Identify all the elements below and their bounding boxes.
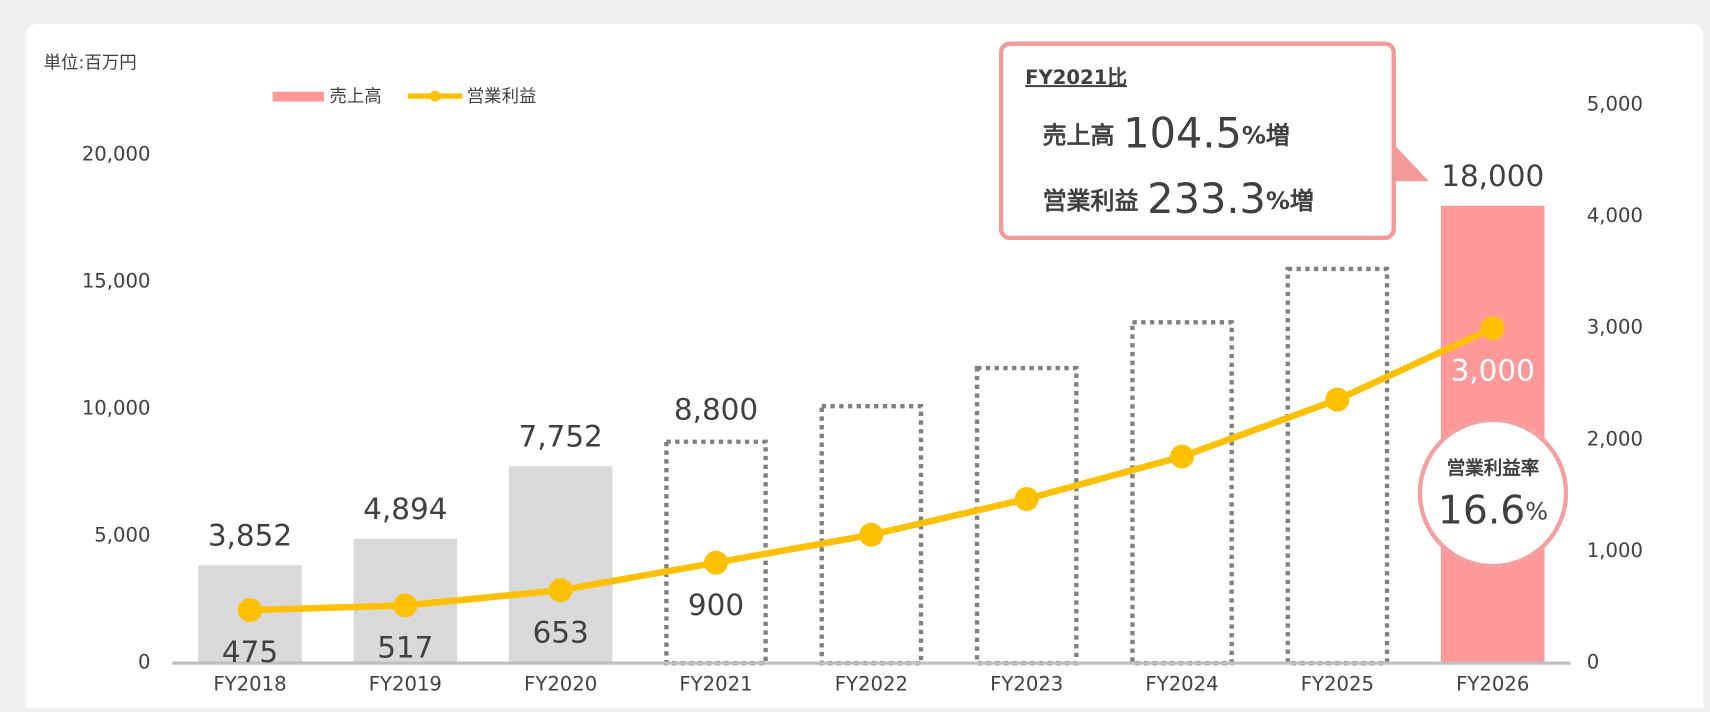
callout-item: 営業利益 233.3%増 bbox=[1043, 175, 1314, 223]
line-value-label: 900 bbox=[688, 588, 744, 622]
line-point bbox=[548, 578, 573, 603]
line-value-label: 653 bbox=[533, 615, 589, 649]
line-point bbox=[859, 522, 884, 547]
margin-value: 16.6% bbox=[1438, 488, 1548, 533]
callout-title: FY2021比 bbox=[1025, 66, 1127, 89]
bar-value-label: 8,800 bbox=[674, 393, 758, 427]
line-point bbox=[1325, 387, 1350, 412]
x-tick-label: FY2018 bbox=[213, 672, 286, 695]
bar bbox=[508, 466, 613, 664]
line-point bbox=[704, 550, 729, 575]
legend-swatch bbox=[429, 90, 441, 102]
callout-value: 104.5 bbox=[1123, 109, 1242, 157]
callout-item: 売上高 104.5%増 bbox=[1043, 109, 1290, 157]
bar-value-label: 7,752 bbox=[519, 419, 603, 453]
y2-tick-label: 1,000 bbox=[1587, 539, 1643, 562]
x-tick-label: FY2023 bbox=[990, 672, 1063, 695]
x-tick-label: FY2021 bbox=[679, 672, 752, 695]
line-point bbox=[1480, 316, 1505, 341]
callout-unit: %増 bbox=[1266, 187, 1314, 215]
x-tick-label: FY2025 bbox=[1301, 672, 1374, 695]
callout-label: 営業利益 bbox=[1043, 187, 1139, 215]
x-tick-label: FY2020 bbox=[524, 672, 597, 695]
y2-tick-label: 4,000 bbox=[1587, 204, 1643, 227]
y-tick-label: 5,000 bbox=[94, 524, 150, 547]
y-tick-label: 15,000 bbox=[82, 270, 151, 293]
unit-label: 単位:百万円 bbox=[44, 53, 137, 73]
x-tick-label: FY2026 bbox=[1456, 672, 1529, 695]
y-tick-label: 10,000 bbox=[82, 397, 151, 420]
bar bbox=[974, 365, 1079, 666]
line-point bbox=[1170, 444, 1195, 469]
y2-tick-label: 3,000 bbox=[1587, 316, 1643, 339]
line-point bbox=[237, 598, 262, 623]
bar-value-label: 18,000 bbox=[1441, 159, 1544, 193]
callout-box bbox=[998, 41, 1396, 241]
margin-badge bbox=[1417, 417, 1569, 569]
callout-pointer bbox=[1391, 141, 1429, 182]
callout-value: 233.3 bbox=[1147, 175, 1266, 223]
callout-label: 売上高 bbox=[1043, 121, 1115, 149]
line-value-label: 517 bbox=[377, 631, 433, 665]
callout-unit: %増 bbox=[1242, 121, 1290, 149]
legend-swatch bbox=[272, 91, 324, 102]
x-tick-label: FY2019 bbox=[369, 672, 442, 695]
y2-tick-label: 0 bbox=[1587, 651, 1600, 674]
margin-unit: % bbox=[1525, 498, 1548, 526]
legend-label: 営業利益 bbox=[467, 87, 537, 107]
line-point bbox=[1014, 487, 1039, 512]
y2-tick-label: 2,000 bbox=[1587, 427, 1643, 450]
y-tick-label: 20,000 bbox=[82, 142, 151, 165]
x-tick-label: FY2022 bbox=[835, 672, 908, 695]
y2-tick-label: 5,000 bbox=[1587, 92, 1643, 115]
bar-value-label: 4,894 bbox=[363, 492, 447, 526]
y-tick-label: 0 bbox=[138, 651, 151, 674]
line-value-label: 475 bbox=[222, 635, 278, 669]
bar-value-label: 3,852 bbox=[208, 518, 292, 552]
legend-label: 売上高 bbox=[329, 87, 381, 107]
margin-label: 営業利益率 bbox=[1447, 458, 1540, 480]
line-point bbox=[393, 593, 418, 618]
x-tick-label: FY2024 bbox=[1145, 672, 1218, 695]
bar bbox=[819, 403, 924, 666]
line-value-label: 3,000 bbox=[1451, 353, 1535, 387]
margin-number: 16.6 bbox=[1438, 488, 1525, 533]
